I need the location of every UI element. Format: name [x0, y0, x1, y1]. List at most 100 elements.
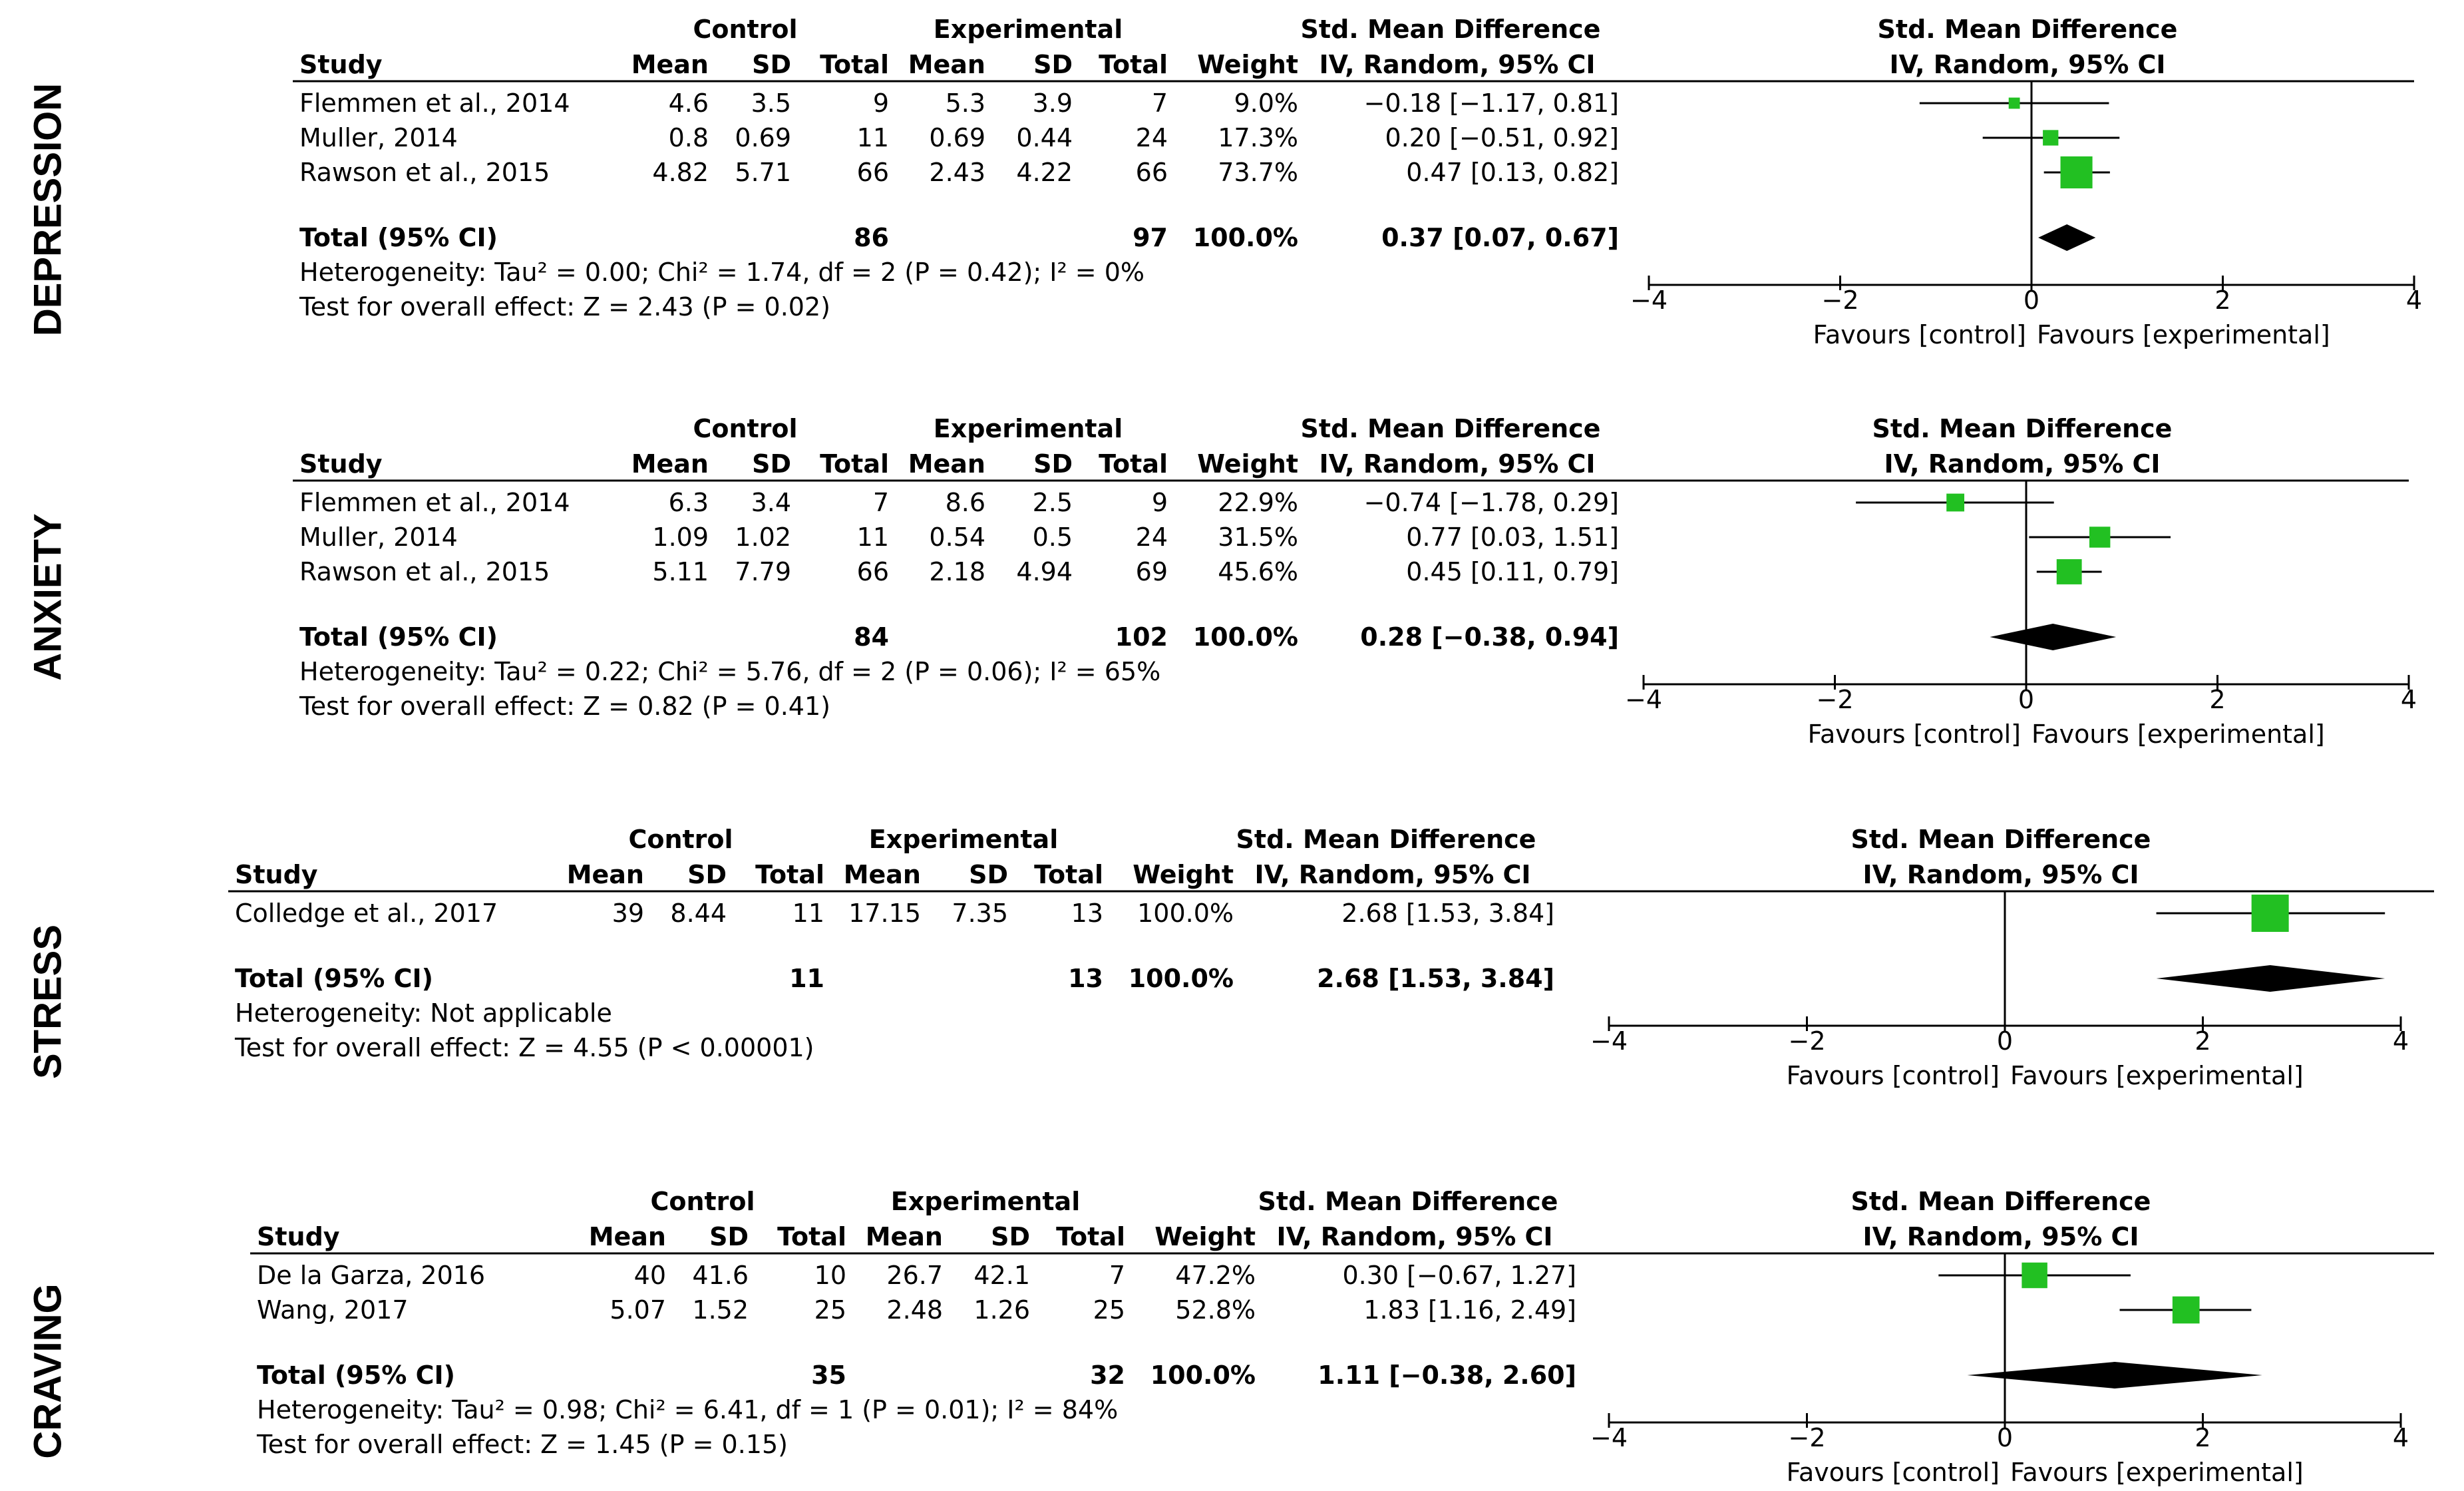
header-exp-sd: SD: [1033, 50, 1073, 79]
study-smd-ci: −0.74 [−1.78, 0.29]: [1364, 488, 1619, 517]
x-tick-label: 4: [2393, 1423, 2409, 1452]
x-tick-label: −2: [1788, 1423, 1825, 1452]
header-control-total: Total: [820, 50, 889, 79]
experimental-mean: 5.3: [946, 89, 985, 118]
total-experimental: 102: [1115, 622, 1168, 652]
header-smd-title: Std. Mean Difference: [1301, 414, 1601, 443]
control-total: 25: [814, 1295, 846, 1325]
header-control-total: Total: [755, 860, 824, 889]
study-weight: 73.7%: [1218, 158, 1298, 187]
total-row: Total (95% CI) 86 97 100.0% 0.37 [0.07, 0.67…: [299, 223, 2096, 252]
study-row: Muller, 2014 0.8 0.69 11 0.69 0.44 24 17.3% 0.20…: [299, 123, 2120, 152]
study-name: Rawson et al., 2015: [299, 557, 550, 586]
study-row: Colledge et al., 2017 39 8.44 11 17.15 7.35 13…: [235, 895, 2385, 932]
header-control-mean: Mean: [631, 50, 709, 79]
experimental-total: 24: [1136, 123, 1168, 152]
favours-control-label: Favours [control]: [1813, 320, 2026, 349]
header-experimental: Experimental: [934, 414, 1123, 443]
control-sd: 3.5: [751, 89, 791, 118]
header-smd-method: IV, Random, 95% CI: [1254, 860, 1530, 889]
total-smd-ci: 2.68 [1.53, 3.84]: [1317, 964, 1554, 993]
experimental-total: 24: [1136, 523, 1168, 552]
control-mean: 4.6: [669, 89, 709, 118]
favours-control-label: Favours [control]: [1787, 1061, 2000, 1090]
header-experimental: Experimental: [869, 825, 1058, 854]
header-control-mean: Mean: [631, 449, 709, 479]
experimental-mean: 2.43: [929, 158, 985, 187]
study-row: Wang, 2017 5.07 1.52 25 2.48 1.26 25 52.8% 1.83 …: [257, 1295, 2252, 1325]
total-weight: 100.0%: [1129, 964, 1234, 993]
header-smd-method: IV, Random, 95% CI: [1276, 1222, 1552, 1251]
experimental-mean: 2.18: [929, 557, 985, 586]
study-row: Flemmen et al., 2014 6.3 3.4 7 8.6 2.5 9 22.9% −…: [299, 488, 2054, 517]
experimental-sd: 3.9: [1033, 89, 1073, 118]
header-control-sd: SD: [752, 50, 791, 79]
x-tick-label: 0: [2018, 685, 2034, 714]
x-tick-label: 2: [2209, 685, 2225, 714]
plot-header-smd-title: Std. Mean Difference: [1851, 1187, 2151, 1216]
favours-control-label: Favours [control]: [1808, 720, 2021, 749]
total-experimental: 32: [1090, 1361, 1125, 1390]
total-smd-ci: 1.11 [−0.38, 2.60]: [1318, 1361, 1576, 1390]
plot-header-smd-title: Std. Mean Difference: [1878, 15, 2178, 44]
header-control: Control: [628, 825, 733, 854]
section-label: DEPRESSION: [27, 83, 70, 336]
study-name: Colledge et al., 2017: [235, 899, 498, 928]
study-smd-ci: 0.47 [0.13, 0.82]: [1406, 158, 1619, 187]
study-weight: 31.5%: [1218, 523, 1298, 552]
forest-section-depression: DEPRESSION Control Experimental Std. Mean D…: [27, 15, 2423, 349]
header-control-mean: Mean: [589, 1222, 666, 1251]
header-smd-title: Std. Mean Difference: [1301, 15, 1601, 44]
study-marker: [2022, 1262, 2047, 1289]
study-row: Flemmen et al., 2014 4.6 3.5 9 5.3 3.9 7 9.0% −0…: [299, 89, 2109, 118]
header-control: Control: [693, 414, 797, 443]
heterogeneity-text: Heterogeneity: Tau² = 0.22; Chi² = 5.76,…: [299, 657, 1160, 686]
header-control-sd: SD: [709, 1222, 749, 1251]
x-tick-label: 4: [2406, 286, 2422, 315]
header-exp-total: Total: [1099, 449, 1168, 479]
total-experimental: 97: [1133, 223, 1168, 252]
summary-diamond: [2156, 965, 2385, 992]
header-control-sd: SD: [752, 449, 791, 479]
overall-effect-text: Test for overall effect: Z = 1.45 (P = 0…: [256, 1430, 788, 1459]
experimental-sd: 4.94: [1016, 557, 1073, 586]
header-weight: Weight: [1133, 860, 1234, 889]
control-total: 11: [857, 123, 889, 152]
study-name: Flemmen et al., 2014: [299, 89, 570, 118]
total-label: Total (95% CI): [257, 1361, 455, 1390]
control-total: 7: [873, 488, 889, 517]
control-sd: 1.52: [692, 1295, 749, 1325]
favours-experimental-label: Favours [experimental]: [2031, 720, 2325, 749]
forest-section-craving: CRAVING Control Experimental Std. Mean Diff…: [27, 1187, 2434, 1487]
total-weight: 100.0%: [1150, 1361, 1256, 1390]
control-mean: 0.8: [669, 123, 709, 152]
section-label: STRESS: [27, 925, 70, 1079]
control-sd: 8.44: [670, 899, 727, 928]
total-control: 35: [811, 1361, 846, 1390]
header-control-total: Total: [777, 1222, 846, 1251]
x-tick-label: −2: [1788, 1026, 1825, 1056]
experimental-total: 9: [1152, 488, 1168, 517]
control-mean: 40: [634, 1261, 666, 1290]
header-control: Control: [693, 15, 797, 44]
study-marker: [1946, 493, 1965, 512]
header-exp-sd: SD: [991, 1222, 1030, 1251]
total-experimental: 13: [1068, 964, 1103, 993]
experimental-sd: 2.5: [1033, 488, 1073, 517]
study-smd-ci: 1.83 [1.16, 2.49]: [1363, 1295, 1576, 1325]
experimental-mean: 2.48: [886, 1295, 943, 1325]
plot-header-smd-method: IV, Random, 95% CI: [1884, 449, 2160, 479]
x-tick-label: 4: [2393, 1026, 2409, 1056]
header-control-mean: Mean: [567, 860, 644, 889]
study-marker: [2043, 130, 2059, 146]
control-total: 11: [792, 899, 824, 928]
header-exp-sd: SD: [1033, 449, 1073, 479]
total-row: Total (95% CI) 35 32 100.0% 1.11 [−0.38, 2.6…: [257, 1361, 2262, 1390]
header-study: Study: [257, 1222, 340, 1251]
control-mean: 5.07: [610, 1295, 666, 1325]
total-control: 86: [854, 223, 889, 252]
study-name: Flemmen et al., 2014: [299, 488, 570, 517]
total-control: 84: [854, 622, 889, 652]
experimental-total: 7: [1152, 89, 1168, 118]
x-tick-label: −4: [1590, 1423, 1628, 1452]
